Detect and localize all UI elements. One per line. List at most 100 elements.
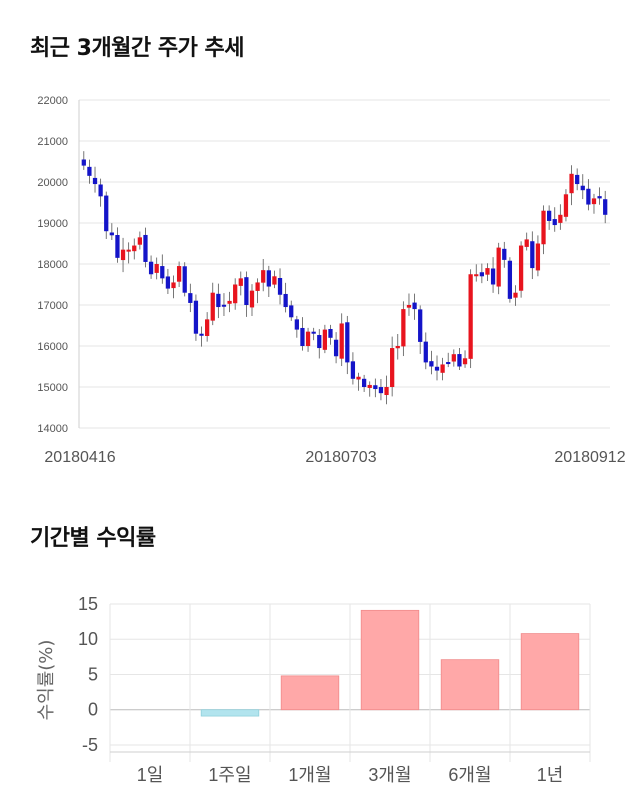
candle	[479, 263, 484, 284]
candle-body	[311, 331, 316, 334]
candle-body	[530, 241, 535, 269]
candle	[507, 257, 513, 303]
candle	[339, 313, 344, 367]
candle	[457, 347, 462, 370]
candle-body	[148, 261, 154, 275]
candle	[373, 378, 378, 398]
price-trend-title: 최근 3개월간 주가 추세	[30, 36, 244, 61]
candle-body	[261, 270, 266, 283]
returns-title: 기간별 수익률	[30, 526, 156, 551]
candle	[227, 291, 232, 313]
candle-body	[457, 354, 462, 367]
candle-body	[143, 234, 148, 262]
candle	[485, 263, 490, 282]
candle-body	[205, 319, 210, 336]
candle-body	[524, 239, 529, 247]
candle	[182, 262, 187, 297]
candle-body	[126, 249, 131, 252]
candle	[328, 324, 333, 345]
return-bar	[360, 609, 420, 711]
candle-body	[552, 219, 557, 226]
candle-body	[412, 302, 417, 310]
candle-body	[384, 387, 389, 396]
candle	[81, 151, 86, 170]
candle-body	[490, 268, 496, 285]
candle	[361, 374, 367, 392]
candle	[597, 187, 602, 205]
candle-body	[580, 185, 585, 191]
bar-x-tick-label: 3개월	[368, 765, 411, 785]
candle	[261, 259, 266, 292]
candle	[126, 242, 131, 264]
candle	[160, 254, 165, 284]
candle-body	[446, 362, 451, 365]
candle	[350, 352, 356, 385]
candle	[446, 352, 451, 368]
candle-body	[249, 290, 255, 308]
candle-body	[233, 284, 238, 304]
candles	[81, 151, 608, 405]
candle-body	[558, 214, 563, 223]
candle-body	[485, 268, 490, 275]
candle-body	[216, 293, 221, 308]
candle	[552, 207, 557, 232]
candle-body	[294, 319, 299, 330]
bar-x-tick-label: 1년	[537, 765, 564, 785]
candle	[580, 174, 585, 200]
bar-x-tick-label: 6개월	[448, 765, 491, 785]
candle-body	[423, 341, 428, 363]
candle	[384, 375, 389, 405]
candle	[575, 168, 580, 191]
candle-y-tick-label: 17000	[37, 300, 68, 312]
candle	[502, 241, 507, 268]
candle	[535, 235, 541, 277]
candle	[165, 268, 171, 295]
candle-body	[283, 293, 288, 308]
return-bar	[520, 633, 580, 711]
bar-x-tick-label: 1개월	[288, 765, 331, 785]
candle-body	[120, 249, 126, 261]
candle-body	[507, 260, 513, 299]
candle-body	[104, 195, 109, 232]
candle-body	[339, 323, 344, 359]
candle	[289, 300, 294, 321]
candle-x-tick-label: 20180912	[554, 449, 625, 466]
candle	[300, 317, 305, 351]
candle	[451, 349, 456, 367]
candle-body	[569, 173, 574, 194]
candle	[496, 242, 501, 295]
candle-body	[160, 266, 165, 279]
candle	[569, 165, 574, 206]
return-bar	[200, 709, 260, 717]
candle-body	[429, 361, 434, 367]
candle-body	[87, 166, 92, 176]
candle	[104, 191, 109, 239]
candle	[345, 315, 350, 375]
candle-body	[575, 174, 580, 185]
candle-y-tick-label: 19000	[37, 218, 68, 230]
candle-y-tick-label: 14000	[37, 423, 68, 435]
candle-y-tick-label: 16000	[37, 341, 68, 353]
bar-y-tick-label: 10	[78, 629, 98, 649]
candle-body	[401, 309, 406, 347]
candle	[440, 357, 445, 381]
bars	[200, 609, 580, 717]
candle-body	[535, 243, 541, 271]
candle-body	[137, 237, 142, 245]
candle	[468, 269, 473, 369]
candle	[317, 329, 322, 359]
candle	[109, 223, 114, 241]
candle-body	[322, 329, 328, 350]
candle-body	[98, 184, 103, 197]
candle-body	[176, 266, 182, 282]
candle	[132, 238, 137, 260]
return-bar	[440, 659, 500, 711]
candle-body	[345, 322, 350, 363]
candle-body	[154, 264, 159, 273]
candle	[283, 282, 288, 313]
candle-body	[289, 305, 294, 318]
candle-body	[496, 247, 501, 287]
candle	[406, 293, 412, 316]
candle-body	[378, 387, 384, 394]
